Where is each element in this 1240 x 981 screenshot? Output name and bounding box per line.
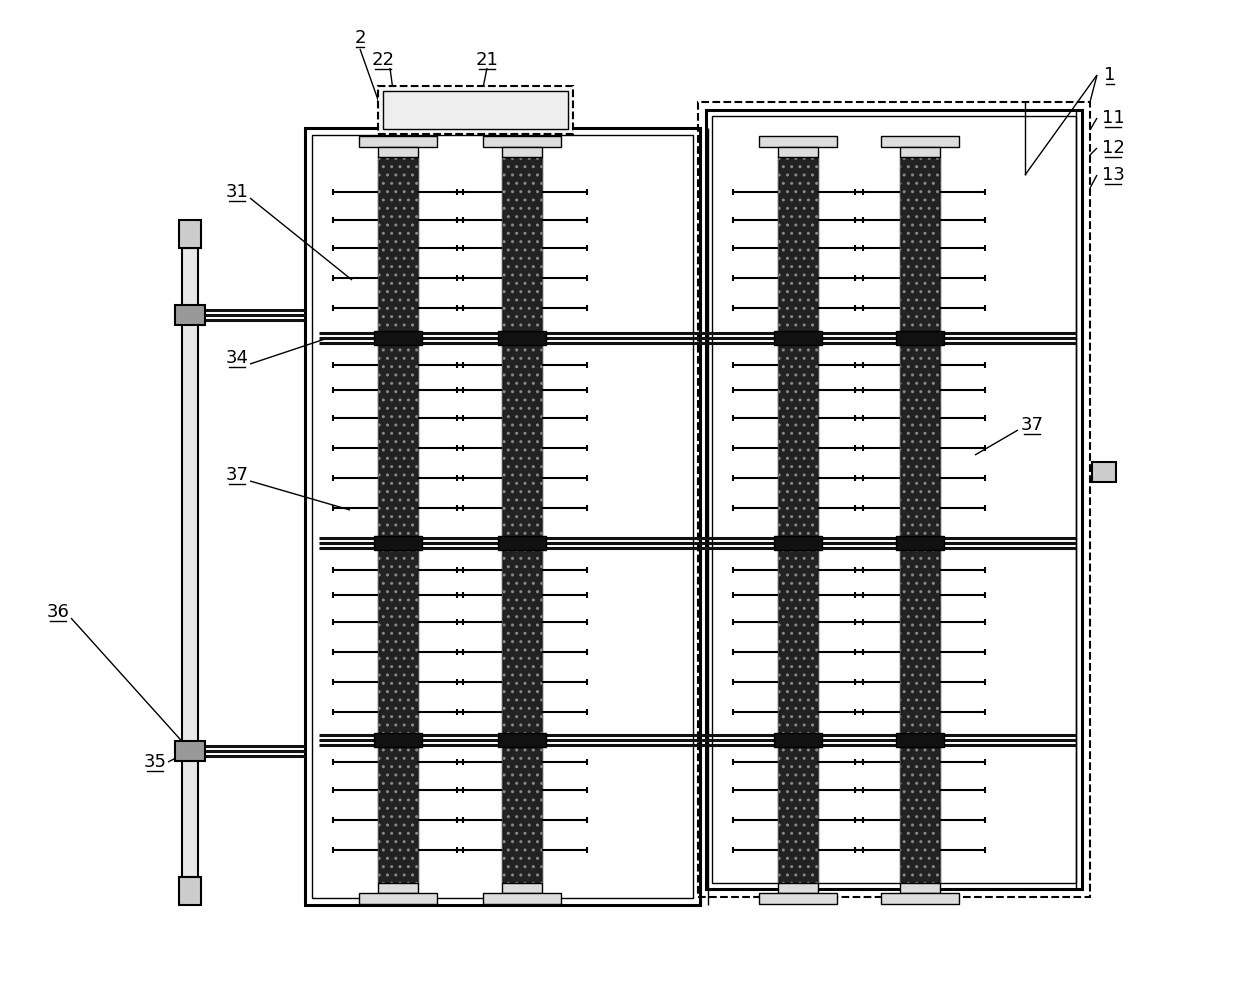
Bar: [360, 893, 436, 904]
Bar: [383, 91, 568, 129]
Text: 35: 35: [144, 753, 166, 771]
Bar: [502, 157, 542, 883]
Bar: [1092, 462, 1116, 482]
Bar: [777, 147, 818, 157]
Bar: [777, 157, 818, 883]
Bar: [706, 110, 1083, 889]
Bar: [900, 883, 940, 893]
Bar: [374, 536, 422, 550]
Bar: [498, 536, 546, 550]
Bar: [502, 883, 542, 893]
Text: 36: 36: [47, 603, 69, 621]
Bar: [182, 248, 198, 877]
Bar: [502, 147, 542, 157]
Text: 31: 31: [226, 183, 248, 201]
Bar: [179, 220, 201, 248]
Bar: [900, 147, 940, 157]
Bar: [897, 733, 944, 747]
Text: 11: 11: [1101, 109, 1125, 127]
Bar: [175, 741, 205, 761]
Bar: [774, 536, 822, 550]
Bar: [484, 893, 560, 904]
Bar: [378, 157, 418, 883]
Bar: [897, 536, 944, 550]
Bar: [360, 136, 436, 147]
Bar: [777, 157, 818, 883]
Bar: [900, 157, 940, 883]
Bar: [498, 331, 546, 345]
Bar: [774, 733, 822, 747]
Bar: [378, 86, 573, 134]
Bar: [774, 331, 822, 345]
Bar: [378, 157, 418, 883]
Bar: [175, 305, 205, 325]
Bar: [900, 157, 940, 883]
Text: 22: 22: [372, 51, 394, 69]
Bar: [378, 883, 418, 893]
Text: 37: 37: [1021, 416, 1044, 434]
Bar: [897, 331, 944, 345]
Text: 13: 13: [1101, 166, 1125, 184]
Bar: [374, 331, 422, 345]
Text: 12: 12: [1101, 139, 1125, 157]
Bar: [179, 877, 201, 905]
Bar: [698, 102, 1090, 897]
Bar: [759, 893, 837, 904]
Bar: [305, 128, 701, 905]
Bar: [378, 147, 418, 157]
Bar: [880, 893, 959, 904]
Text: 34: 34: [226, 349, 248, 367]
Bar: [759, 136, 837, 147]
Text: 21: 21: [476, 51, 498, 69]
Text: 37: 37: [226, 466, 248, 484]
Bar: [880, 136, 959, 147]
Bar: [712, 116, 1076, 883]
Bar: [312, 135, 693, 898]
Bar: [484, 136, 560, 147]
Bar: [374, 733, 422, 747]
Text: 2: 2: [355, 29, 366, 47]
Bar: [502, 157, 542, 883]
Bar: [777, 883, 818, 893]
Bar: [498, 733, 546, 747]
Text: 1: 1: [1105, 66, 1116, 84]
